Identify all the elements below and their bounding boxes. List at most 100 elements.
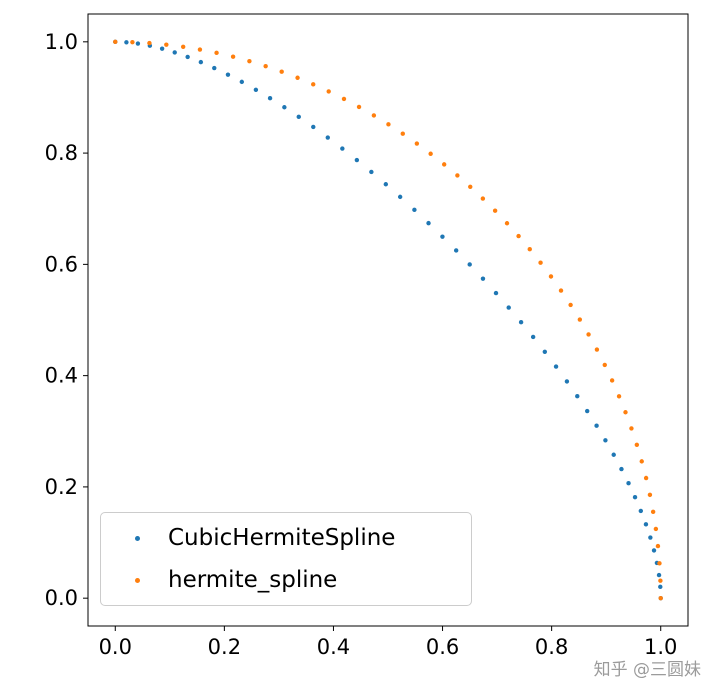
x-tick-label: 0.6 — [426, 635, 459, 659]
y-tick-label: 0.2 — [45, 475, 78, 499]
scatter-point — [428, 151, 433, 156]
scatter-point — [212, 65, 217, 71]
scatter-point — [263, 63, 268, 69]
scatter-point — [586, 332, 591, 337]
series-cubichermitespline — [113, 39, 663, 601]
scatter-point — [239, 79, 245, 85]
scatter-point — [647, 492, 653, 498]
scatter-point — [506, 305, 511, 310]
y-tick-label: 0.8 — [45, 141, 78, 165]
scatter-point — [383, 182, 389, 187]
scatter-point — [553, 364, 559, 369]
scatter-point — [616, 394, 622, 399]
scatter-point — [568, 302, 573, 308]
scatter-point — [113, 39, 118, 45]
scatter-point — [295, 75, 300, 80]
scatter-point — [548, 274, 554, 279]
scatter-point — [493, 290, 499, 296]
scatter-point — [279, 69, 284, 74]
scatter-point — [602, 362, 607, 368]
scatter-point — [639, 459, 644, 464]
scatter-point — [538, 260, 543, 265]
scatter-point — [603, 438, 608, 443]
watermark: 知乎 @三圆妹 — [593, 660, 701, 680]
scatter-point — [492, 208, 498, 213]
scatter-point — [594, 423, 599, 428]
x-tick-label: 0.2 — [208, 635, 241, 659]
scatter-point — [296, 114, 301, 120]
scatter-point — [159, 46, 165, 51]
scatter-point — [651, 548, 657, 553]
scatter-point — [655, 543, 661, 549]
x-tick-label: 0.8 — [535, 635, 568, 659]
scatter-point — [172, 50, 177, 55]
legend-entry: hermite_spline — [123, 564, 471, 596]
scatter-point — [468, 184, 473, 190]
scatter-point — [412, 207, 417, 213]
legend-label-hermite-spline: hermite_spline — [168, 566, 338, 593]
scatter-point — [467, 262, 472, 267]
scatter-point — [185, 54, 190, 60]
scatter-point — [267, 96, 273, 101]
scatter-point — [480, 276, 486, 281]
scatter-point — [197, 47, 203, 52]
legend-marker-cubichermitespline-icon — [135, 535, 140, 541]
scatter-point — [180, 44, 186, 49]
scatter-point — [585, 408, 590, 414]
scatter-point — [341, 96, 347, 102]
x-tick-label: 0.4 — [317, 635, 350, 659]
scatter-point — [386, 122, 391, 127]
scatter-point — [311, 82, 316, 87]
scatter-point — [657, 561, 662, 566]
scatter-point — [311, 124, 316, 130]
y-tick-label: 0.6 — [45, 252, 78, 276]
scatter-point — [504, 221, 510, 226]
scatter-point — [225, 72, 231, 77]
scatter-point — [253, 87, 259, 92]
scatter-point — [230, 54, 236, 59]
scatter-point — [340, 146, 345, 151]
scatter-point — [609, 378, 615, 383]
scatter-point — [626, 481, 631, 486]
scatter-point — [480, 196, 486, 201]
scatter-point — [650, 509, 656, 515]
scatter-point — [594, 347, 600, 352]
scatter-point — [643, 475, 649, 481]
scatter-point — [400, 131, 405, 136]
scatter-point — [354, 157, 360, 163]
scatter-point — [653, 526, 659, 532]
axes-spines — [87, 13, 689, 627]
x-tick-label: 0.0 — [99, 635, 132, 659]
scatter-point — [658, 595, 663, 601]
scatter-point — [247, 58, 252, 64]
scatter-point — [527, 247, 532, 252]
scatter-point — [326, 89, 331, 94]
scatter-point — [440, 234, 445, 239]
scatter-point — [441, 162, 447, 167]
scatter-point — [518, 320, 524, 325]
scatter-point — [629, 426, 634, 431]
scatter-point — [282, 105, 287, 110]
scatter-point — [164, 42, 169, 47]
scatter-point — [214, 50, 219, 56]
scatter-point — [564, 379, 570, 384]
scatter-point — [558, 288, 564, 293]
y-tick-label: 0.0 — [45, 586, 78, 610]
scatter-point — [619, 466, 624, 472]
legend-entry: CubicHermiteSpline — [123, 522, 471, 554]
scatter-point — [325, 135, 330, 140]
y-tick-label: 1.0 — [45, 30, 78, 54]
scatter-point — [656, 572, 662, 578]
scatter-point — [632, 495, 638, 500]
scatter-point — [577, 317, 583, 322]
scatter-point — [130, 39, 135, 45]
scatter-point — [147, 40, 152, 46]
scatter-point — [658, 584, 663, 590]
scatter-point — [634, 442, 640, 447]
legend-marker-hermite-spline-icon — [135, 577, 140, 583]
scatter-point — [643, 522, 649, 527]
scatter-point — [124, 40, 129, 45]
legend[interactable]: CubicHermiteSpline hermite_spline — [100, 512, 472, 606]
